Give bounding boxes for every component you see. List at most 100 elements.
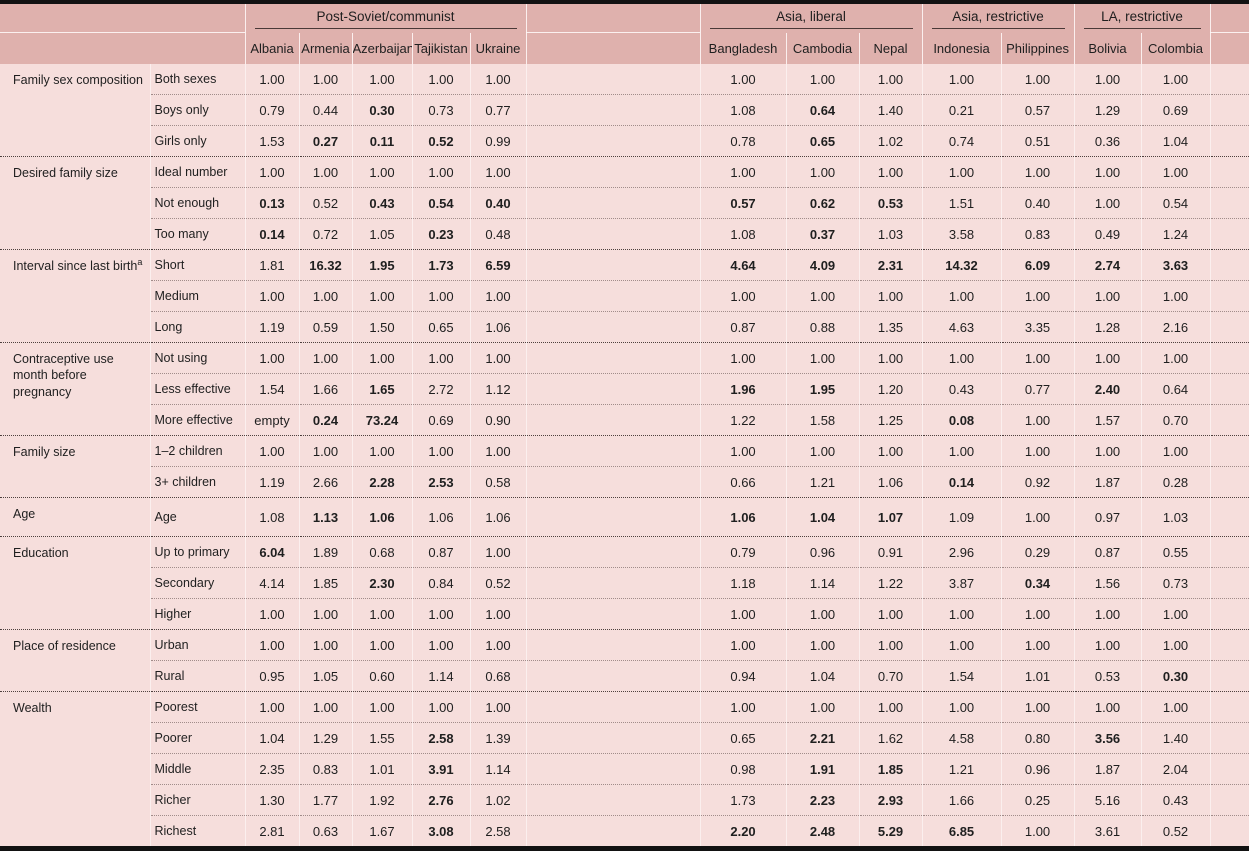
value-cell: 1.00 (298, 691, 352, 723)
value-cell: 1.51 (921, 187, 1002, 219)
value-cell: 0.52 (469, 567, 527, 599)
value-cell: 1.04 (785, 660, 860, 692)
value-cell: 3.56 (1073, 722, 1142, 754)
value-cell: 0.36 (1073, 125, 1142, 157)
value-cell: 1.54 (921, 660, 1002, 692)
value-cell: 1.00 (1073, 691, 1142, 723)
column-group-header: Asia, liberal (699, 4, 923, 33)
right-margin-spacer (1209, 64, 1249, 95)
value-cell: 1.00 (921, 435, 1002, 467)
right-margin-spacer (1209, 784, 1249, 816)
value-cell: 1.20 (858, 373, 923, 405)
group-gap-spacer (525, 660, 701, 692)
value-cell: 0.37 (785, 218, 860, 250)
value-cell: 73.24 (351, 404, 412, 436)
value-cell: 0.98 (699, 753, 787, 785)
value-cell: 1.06 (411, 497, 470, 537)
value-cell: 5.29 (858, 815, 923, 846)
column-group-header: Asia, restrictive (921, 4, 1075, 33)
value-cell: 1.00 (298, 629, 352, 661)
section-label: Interval since last birtha (0, 249, 150, 343)
value-cell: 0.27 (298, 125, 352, 157)
value-cell: 0.72 (298, 218, 352, 250)
value-cell: 1.00 (1000, 342, 1075, 374)
value-cell: 1.00 (244, 342, 299, 374)
table-row: Education Up to primary 6.04 1.89 0.68 0.87 1.… (0, 536, 1249, 630)
row-label: Not using (149, 342, 245, 374)
value-cell: empty (244, 404, 299, 436)
value-cell: 1.19 (244, 466, 299, 498)
value-cell: 1.00 (351, 629, 412, 661)
value-cell: 0.54 (411, 187, 470, 219)
value-cell: 1.00 (785, 629, 860, 661)
section-label: Education (0, 536, 150, 630)
value-cell: 1.00 (411, 342, 470, 374)
value-cell: 0.65 (411, 311, 470, 343)
value-cell: 1.58 (785, 404, 860, 436)
value-cell: 1.00 (858, 598, 923, 630)
value-cell: 1.06 (351, 497, 412, 537)
value-cell: 2.58 (469, 815, 527, 846)
value-cell: 1.05 (351, 218, 412, 250)
value-cell: 1.00 (785, 342, 860, 374)
value-cell: 0.70 (858, 660, 923, 692)
section-label: Wealth (0, 691, 150, 846)
group-gap-spacer (525, 64, 701, 95)
value-cell: 1.50 (351, 311, 412, 343)
value-cell: 1.03 (858, 218, 923, 250)
corner-blank (0, 32, 245, 64)
right-margin-spacer (1209, 249, 1249, 281)
value-cell: 0.53 (1073, 660, 1142, 692)
value-cell: 0.55 (1140, 536, 1211, 568)
value-cell: 1.09 (921, 497, 1002, 537)
value-cell: 1.00 (921, 342, 1002, 374)
value-cell: 1.00 (469, 629, 527, 661)
group-gap-spacer (525, 722, 701, 754)
value-cell: 6.59 (469, 249, 527, 281)
value-cell: 0.60 (351, 660, 412, 692)
value-cell: 1.00 (298, 64, 352, 95)
value-cell: 1.00 (469, 536, 527, 568)
value-cell: 0.13 (244, 187, 299, 219)
group-gap-spacer (525, 815, 701, 846)
value-cell: 0.63 (298, 815, 352, 846)
right-margin-spacer (1209, 311, 1249, 343)
table-row: Richer 1.30 1.77 1.92 2.76 1.02 1.73 2.23 2.93 1.… (0, 784, 1249, 816)
value-cell: 0.44 (298, 94, 352, 126)
section-label: Family sex composition (13, 73, 143, 87)
value-cell: 1.54 (244, 373, 299, 405)
value-cell: 1.00 (699, 280, 787, 312)
table-row: Girls only 1.53 0.27 0.11 0.52 0.99 0.78 0.65 1.… (0, 125, 1249, 157)
table-row: Less effective 1.54 1.66 1.65 2.72 1.12 1.96 1.… (0, 373, 1249, 405)
value-cell: 1.96 (699, 373, 787, 405)
odds-ratio-table: Post-Soviet/communist Asia, liberal Asia, … (0, 4, 1249, 846)
value-cell: 0.84 (411, 567, 470, 599)
value-cell: 5.16 (1073, 784, 1142, 816)
value-cell: 1.28 (1073, 311, 1142, 343)
group-gap-spacer (525, 753, 701, 785)
value-cell: 1.35 (858, 311, 923, 343)
country-column-header: Colombia (1140, 32, 1211, 64)
value-cell: 1.00 (244, 64, 299, 95)
group-gap-spacer (525, 567, 701, 599)
value-cell: 0.11 (351, 125, 412, 157)
row-label: Richest (149, 815, 245, 846)
value-cell: 2.58 (411, 722, 470, 754)
table-row: Desired family size Ideal number 1.00 1.00 1… (0, 156, 1249, 250)
value-cell: 1.01 (351, 753, 412, 785)
value-cell: 0.08 (921, 404, 1002, 436)
value-cell: 1.00 (298, 156, 352, 188)
value-cell: 0.51 (1000, 125, 1075, 157)
value-cell: 1.00 (1000, 64, 1075, 95)
value-cell: 3.61 (1073, 815, 1142, 846)
value-cell: 0.95 (244, 660, 299, 692)
value-cell: 1.53 (244, 125, 299, 157)
value-cell: 0.14 (244, 218, 299, 250)
value-cell: 0.14 (921, 466, 1002, 498)
value-cell: 1.21 (785, 466, 860, 498)
table-body: Family sex composition Both sexes 1.00 1.00… (0, 64, 1249, 846)
value-cell: 3.08 (411, 815, 470, 846)
group-gap-spacer (525, 691, 701, 723)
section-label: Age (0, 497, 150, 537)
value-cell: 1.00 (298, 342, 352, 374)
